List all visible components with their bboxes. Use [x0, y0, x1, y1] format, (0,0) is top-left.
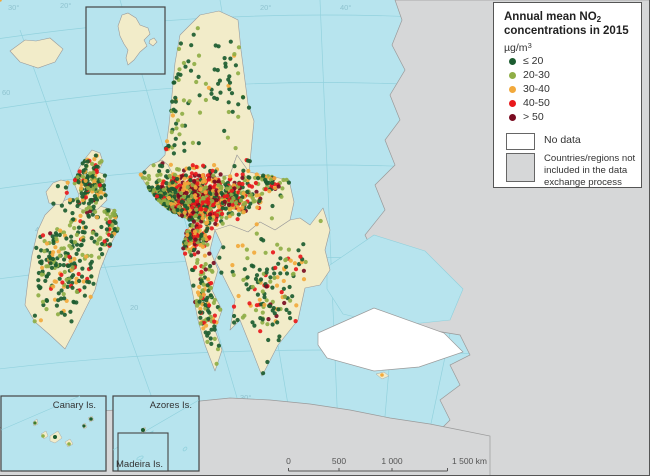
svg-text:20°: 20°: [260, 3, 271, 12]
svg-text:20: 20: [130, 303, 138, 312]
svg-text:Canary Is.: Canary Is.: [53, 400, 96, 411]
svg-text:30°: 30°: [8, 3, 19, 12]
svg-text:60: 60: [2, 88, 10, 97]
svg-text:1 000: 1 000: [381, 456, 403, 466]
svg-text:500: 500: [332, 456, 346, 466]
svg-text:Azores Is.: Azores Is.: [150, 400, 192, 411]
svg-text:Madeira Is.: Madeira Is.: [116, 459, 163, 470]
svg-text:20°: 20°: [60, 1, 71, 10]
svg-text:0: 0: [286, 456, 291, 466]
svg-text:1 500 km: 1 500 km: [452, 456, 487, 466]
svg-text:40°: 40°: [340, 3, 351, 12]
